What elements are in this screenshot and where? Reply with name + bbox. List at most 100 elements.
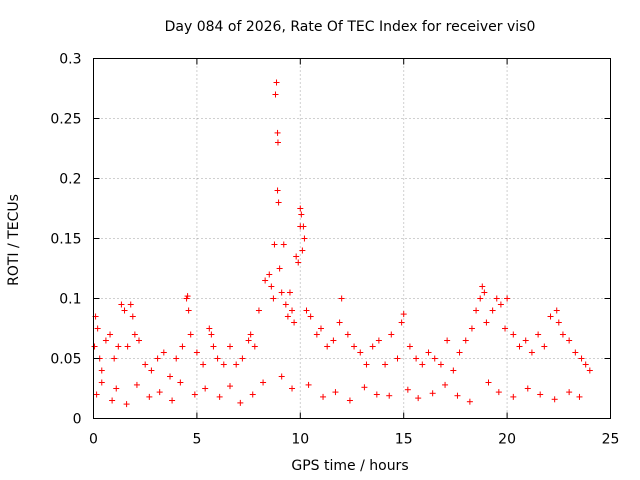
data-point	[516, 343, 523, 350]
chart-title: Day 084 of 2026, Rate Of TEC Index for r…	[165, 19, 536, 35]
data-point	[239, 355, 246, 362]
y-tick-label: 0.3	[59, 52, 81, 68]
data-point	[300, 223, 307, 230]
data-point	[121, 307, 128, 314]
data-point	[135, 337, 142, 344]
data-point	[479, 283, 486, 290]
data-point	[522, 337, 529, 344]
data-point	[118, 301, 125, 308]
x-tick-label: 20	[498, 432, 516, 448]
x-tick-label: 5	[192, 432, 201, 448]
data-point	[226, 343, 233, 350]
data-point	[429, 390, 436, 397]
data-point	[528, 349, 535, 356]
x-tick-label: 0	[89, 432, 98, 448]
data-point	[167, 373, 174, 380]
data-point	[299, 247, 306, 254]
data-point	[169, 397, 176, 404]
data-point	[193, 349, 200, 356]
data-point	[344, 331, 351, 338]
data-point	[102, 337, 109, 344]
data-point	[173, 355, 180, 362]
data-point	[553, 307, 560, 314]
x-tick-label: 10	[291, 432, 309, 448]
data-point	[247, 331, 254, 338]
data-point	[273, 79, 280, 86]
data-point	[113, 385, 120, 392]
data-point	[206, 325, 213, 332]
data-point	[210, 343, 217, 350]
data-point	[351, 343, 358, 350]
plot-frame	[93, 58, 611, 419]
data-point	[191, 391, 198, 398]
data-point	[425, 349, 432, 356]
data-point	[272, 91, 279, 98]
data-point	[156, 389, 163, 396]
data-point	[298, 211, 305, 218]
data-point	[289, 307, 296, 314]
data-point	[404, 386, 411, 393]
data-point	[489, 307, 496, 314]
data-point	[179, 343, 186, 350]
data-point	[185, 307, 192, 314]
data-point	[510, 331, 517, 338]
data-point	[286, 289, 293, 296]
data-point	[94, 325, 101, 332]
gridlines	[93, 58, 611, 419]
data-point	[260, 379, 267, 386]
y-tick-labels: 0 0.05 0.1 0.15 0.2 0.25 0.3	[50, 52, 81, 428]
data-point	[535, 331, 542, 338]
data-point	[572, 349, 579, 356]
data-point	[214, 355, 221, 362]
data-point	[317, 325, 324, 332]
data-point	[361, 384, 368, 391]
data-point	[91, 343, 98, 350]
data-point	[497, 301, 504, 308]
data-point	[160, 349, 167, 356]
x-tick-label: 15	[395, 432, 413, 448]
y-tick-label: 0.2	[59, 172, 81, 188]
data-point	[551, 396, 558, 403]
y-tick-label: 0.25	[50, 112, 81, 128]
data-point	[454, 392, 461, 399]
y-tick-label: 0.1	[59, 292, 81, 308]
data-point	[115, 343, 122, 350]
y-tick-label: 0.05	[50, 352, 81, 368]
data-point	[284, 313, 291, 320]
data-point	[293, 253, 300, 260]
data-point	[481, 289, 488, 296]
data-point	[524, 385, 531, 392]
data-point	[98, 379, 105, 386]
data-point	[249, 391, 256, 398]
data-point	[373, 391, 380, 398]
y-axis-label: ROTI / TECUs	[6, 194, 22, 286]
data-point	[578, 355, 585, 362]
data-point	[289, 385, 296, 392]
data-point	[131, 331, 138, 338]
data-point	[493, 295, 500, 302]
data-point	[559, 331, 566, 338]
data-point	[357, 349, 364, 356]
y-tick-label: 0	[73, 412, 82, 428]
data-point	[109, 397, 116, 404]
data-point	[483, 319, 490, 326]
data-point	[413, 355, 420, 362]
data-point	[332, 389, 339, 396]
data-point	[504, 295, 511, 302]
data-point	[262, 277, 269, 284]
data-point	[386, 392, 393, 399]
data-point	[485, 379, 492, 386]
data-point	[276, 265, 283, 272]
data-point	[330, 337, 337, 344]
data-point	[566, 337, 573, 344]
data-point	[280, 241, 287, 248]
data-point	[202, 385, 209, 392]
data-point	[462, 337, 469, 344]
data-point	[394, 355, 401, 362]
data-point	[93, 391, 100, 398]
data-point	[477, 295, 484, 302]
data-point	[111, 355, 118, 362]
data-point	[268, 283, 275, 290]
data-point	[324, 343, 331, 350]
